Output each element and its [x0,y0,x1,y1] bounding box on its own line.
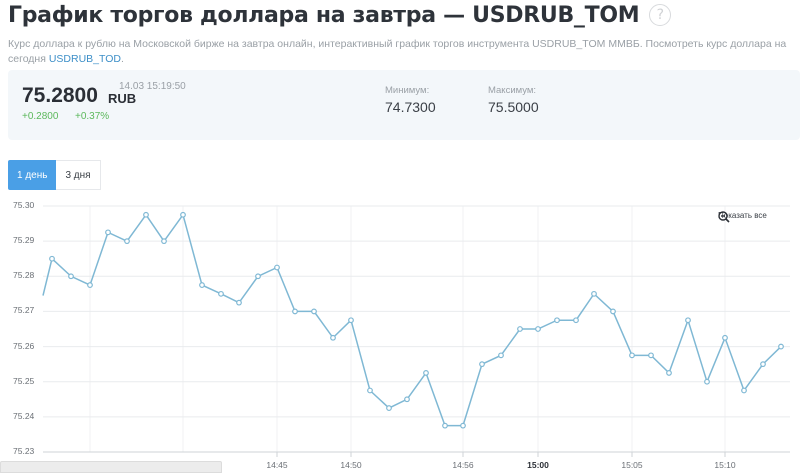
chart-canvas[interactable] [0,195,800,473]
change-absolute: +0.2800 [22,111,59,122]
description-text: Курс доллара к рублю на Московской бирже… [8,38,787,65]
price-chart[interactable]: 75.30 75.29 75.28 75.27 75.26 75.25 75.24 75.23… [0,195,800,473]
data-point[interactable] [274,264,280,271]
data-point[interactable] [199,282,205,288]
y-tick-label: 75.25 [13,375,35,386]
data-point[interactable] [49,255,55,262]
data-point[interactable] [704,378,710,385]
data-point[interactable] [105,229,111,236]
max-value: 75.5000 [488,99,539,115]
data-point[interactable] [498,352,504,359]
data-point[interactable] [255,273,261,280]
question-circle-icon[interactable]: ? [649,4,672,26]
quote-timestamp: 14.03 15:19:50 [119,81,186,92]
data-point[interactable] [68,273,74,280]
data-point[interactable] [479,361,485,368]
x-tick-label: 15:05 [621,460,643,470]
data-point[interactable] [554,317,560,324]
max-label: Максимум: [488,85,537,96]
currency-label: RUB [108,91,137,106]
reset-zoom-button[interactable]: Показать все [718,211,767,223]
data-point[interactable] [218,290,224,297]
x-tick-label: 14:45 [266,460,288,470]
y-tick-label: 75.26 [13,340,35,351]
data-point[interactable] [330,334,336,341]
quote-panel: 75.2800 RUB 14.03 15:19:50 +0.2800 +0.37… [8,70,800,140]
y-tick-label: 75.29 [13,235,35,246]
min-label: Минимум: [385,85,430,96]
current-price: 75.2800 [22,84,98,107]
price-line [42,213,782,427]
tab-3-days[interactable]: 3 дня [56,160,101,190]
y-tick-label: 75.28 [13,270,35,281]
data-point[interactable] [367,387,373,394]
y-tick-label: 75.23 [13,446,35,456]
page-title: График торгов доллара на завтра — USDRUB… [8,2,640,28]
period-tabs: 1 день 3 дня [8,160,101,190]
y-tick-label: 75.24 [13,410,35,421]
min-value: 74.7300 [385,99,436,115]
data-point[interactable] [760,361,766,368]
data-point[interactable] [460,422,466,429]
data-point[interactable] [404,396,410,403]
usdrub-tod-link[interactable]: USDRUB_TOD [48,53,121,65]
data-point[interactable] [722,334,728,341]
data-point[interactable] [517,326,523,332]
x-tick-label: 15:00 [527,460,549,470]
description-suffix: . [120,53,124,65]
data-point[interactable] [348,317,354,324]
data-point[interactable] [666,370,672,376]
data-point[interactable] [161,238,167,245]
data-point[interactable] [143,211,149,218]
data-point[interactable] [778,343,784,350]
reset-zoom-label: Показать все [718,211,767,220]
data-point[interactable] [648,352,654,359]
x-tick-label: 15:10 [714,460,736,470]
data-point[interactable] [610,308,616,315]
page-header: График торгов доллара на завтра — USDRUB… [8,0,672,30]
y-tick-label: 75.27 [13,305,35,316]
data-point[interactable] [236,299,242,306]
data-point[interactable] [741,387,747,394]
data-point[interactable] [685,317,691,324]
data-point[interactable] [591,290,597,297]
data-point[interactable] [180,211,186,218]
data-point[interactable] [573,317,579,324]
y-tick-label: 75.30 [13,200,35,210]
data-point[interactable] [442,422,448,429]
overlay-panel [0,461,222,473]
zoom-out-icon [718,211,730,223]
data-point[interactable] [629,352,635,359]
tab-1-day[interactable]: 1 день [8,160,57,190]
change-percent: +0.37% [75,111,110,122]
data-point[interactable] [386,405,392,411]
data-point[interactable] [535,326,541,332]
data-point[interactable] [87,282,93,288]
page-description: Курс доллара к рублю на Московской бирже… [8,37,793,67]
data-point[interactable] [311,308,317,315]
data-point[interactable] [423,370,429,376]
data-point[interactable] [292,308,298,315]
data-point[interactable] [124,238,130,245]
x-tick-label: 14:56 [452,460,474,470]
x-tick-label: 14:50 [340,460,362,470]
